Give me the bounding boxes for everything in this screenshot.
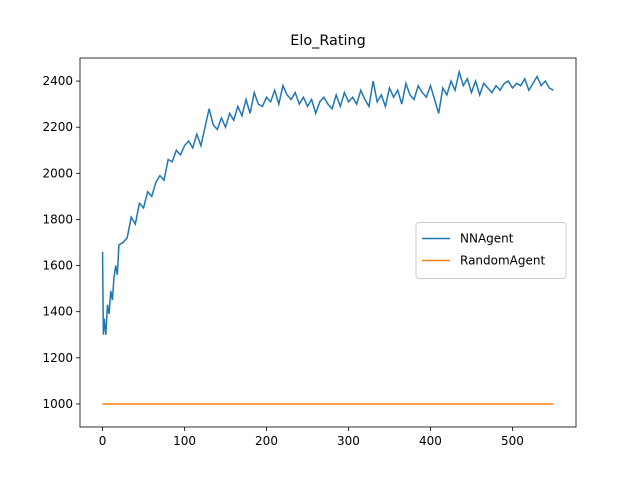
line xyxy=(101,68,554,335)
chart-title: Elo_Rating xyxy=(290,33,366,49)
legend-label: RandomAgent xyxy=(460,254,545,268)
y-tick-label: 2000 xyxy=(42,166,73,180)
x-tick-label: 200 xyxy=(255,434,278,448)
y-tick-label: 1800 xyxy=(42,212,73,226)
y-tick-label: 1200 xyxy=(42,351,73,365)
x-tick-label: 100 xyxy=(173,434,196,448)
x-tick-label: 500 xyxy=(501,434,524,448)
y-tick-label: 1600 xyxy=(42,259,73,273)
legend-label: NNAgent xyxy=(460,232,514,246)
x-tick-label: 300 xyxy=(337,434,360,448)
y-tick-label: 2400 xyxy=(42,74,73,88)
y-tick-label: 1000 xyxy=(42,397,73,411)
x-tick-label: 0 xyxy=(99,434,107,448)
x-tick-label: 400 xyxy=(419,434,442,448)
legend-box xyxy=(415,222,567,279)
y-tick-label: 1400 xyxy=(42,305,73,319)
y-tick-label: 2200 xyxy=(42,120,73,134)
axes-frame xyxy=(79,57,577,428)
